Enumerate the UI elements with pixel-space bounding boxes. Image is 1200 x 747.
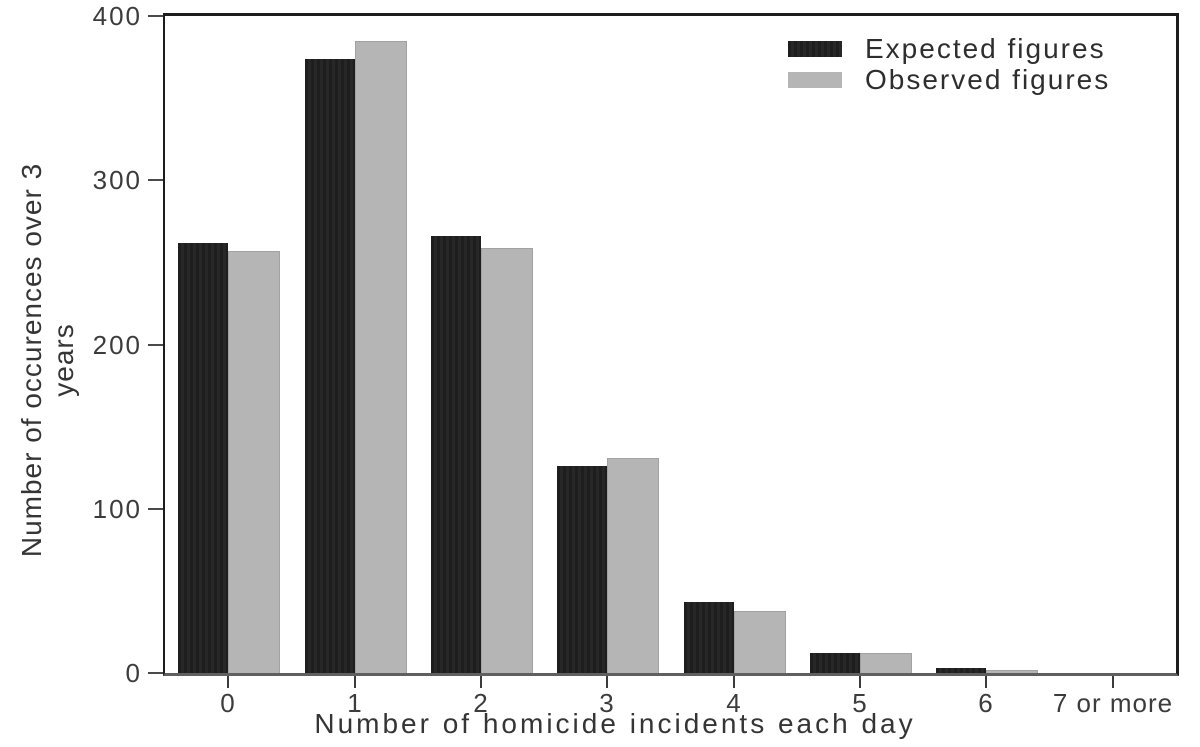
x-tick-5 (859, 676, 861, 688)
x-tick-2 (480, 676, 482, 688)
bar-expected-5 (810, 653, 861, 673)
x-tick-label-5: 5 (852, 688, 868, 718)
x-tick-0 (227, 676, 229, 688)
bar-observed-2 (480, 248, 533, 673)
x-tick-label-4: 4 (726, 688, 742, 718)
bar-observed-5 (860, 653, 913, 673)
y-tick-label-100: 100 (92, 494, 142, 524)
bar-observed-6 (986, 670, 1039, 673)
x-tick-label-1: 1 (347, 688, 363, 718)
x-tick-label-7-or-more: 7 or more (1052, 688, 1174, 718)
x-tick-4 (733, 676, 735, 688)
bar-observed-1 (354, 41, 407, 673)
legend: Expected figures Observed figures (788, 33, 1110, 95)
legend-row-expected: Expected figures (788, 33, 1110, 64)
y-tick-400 (148, 15, 163, 17)
plot-area (163, 13, 1179, 676)
y-tick-label-400: 400 (92, 1, 142, 31)
bar-observed-0 (228, 251, 281, 673)
x-tick-7-or-more (1112, 676, 1114, 688)
y-axis-title: Number of occurences over 3 years (16, 162, 79, 558)
y-tick-label-200: 200 (92, 330, 142, 360)
y-tick-300 (148, 179, 163, 181)
legend-label-expected: Expected figures (865, 32, 1106, 64)
legend-row-observed: Observed figures (788, 64, 1110, 95)
legend-swatch-observed (788, 71, 842, 88)
bar-expected-4 (683, 602, 734, 673)
bar-observed-4 (733, 611, 786, 673)
bar-expected-6 (936, 668, 987, 673)
legend-swatch-expected (788, 40, 842, 57)
bar-expected-2 (430, 236, 481, 673)
y-tick-200 (148, 344, 163, 346)
bar-expected-3 (557, 466, 608, 673)
bar-expected-1 (304, 59, 355, 673)
x-tick-1 (354, 676, 356, 688)
bar-expected-0 (178, 243, 229, 673)
y-tick-label-300: 300 (92, 165, 142, 195)
bar-observed-3 (607, 458, 660, 673)
y-tick-100 (148, 508, 163, 510)
x-tick-label-2: 2 (473, 688, 489, 718)
legend-label-observed: Observed figures (865, 63, 1111, 95)
x-tick-label-0: 0 (220, 688, 236, 718)
x-tick-6 (985, 676, 987, 688)
x-axis-title: Number of homicide incidents each day (314, 708, 916, 739)
y-tick-label-0: 0 (125, 658, 142, 688)
y-tick-0 (148, 672, 163, 674)
x-tick-label-3: 3 (599, 688, 615, 718)
x-tick-3 (606, 676, 608, 688)
x-tick-label-6: 6 (978, 688, 994, 718)
